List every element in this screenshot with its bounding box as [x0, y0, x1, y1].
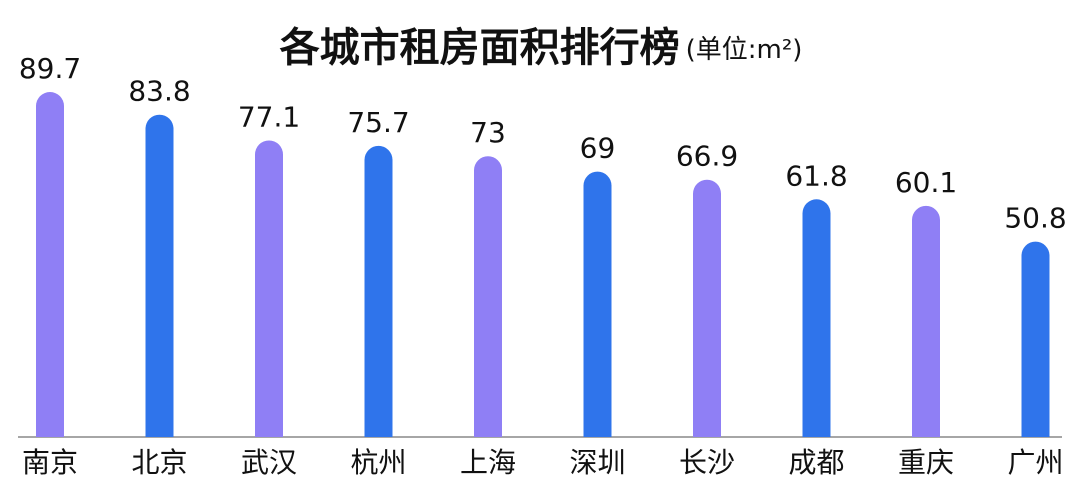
value-label: 73 — [470, 116, 506, 149]
value-label: 83.8 — [128, 75, 190, 108]
bar — [802, 199, 831, 437]
x-tick-label: 武汉 — [241, 446, 297, 479]
bar — [912, 205, 940, 437]
value-label: 50.8 — [1004, 202, 1066, 235]
x-tick-label: 重庆 — [898, 446, 954, 479]
value-label: 69 — [580, 132, 616, 165]
x-tick-label: 成都 — [788, 446, 844, 479]
value-label: 60.1 — [895, 166, 957, 199]
x-tick-label: 深圳 — [569, 446, 625, 479]
chart-title: 各城市租房面积排行榜 — [280, 25, 680, 71]
bar — [364, 145, 393, 437]
value-label: 77.1 — [238, 100, 300, 133]
x-tick-label: 上海 — [460, 446, 516, 479]
x-tick-label: 广州 — [1007, 446, 1063, 479]
bar — [145, 114, 174, 437]
x-tick-label: 北京 — [131, 446, 187, 479]
chart-title-group: 各城市租房面积排行榜 (单位:m²) — [280, 25, 803, 71]
value-label: 61.8 — [785, 159, 847, 192]
bar — [36, 92, 64, 437]
x-tick-label: 长沙 — [679, 446, 735, 479]
bar — [474, 156, 502, 438]
value-label: 75.7 — [347, 106, 409, 139]
bar — [1021, 241, 1050, 437]
value-label: 89.7 — [19, 52, 81, 85]
bar — [583, 171, 612, 437]
bar — [693, 179, 721, 437]
x-tick-label: 南京 — [22, 446, 78, 479]
chart-subtitle: (单位:m²) — [686, 35, 803, 65]
bar — [255, 140, 283, 437]
value-label: 66.9 — [676, 140, 738, 173]
x-tick-label: 杭州 — [350, 446, 406, 479]
